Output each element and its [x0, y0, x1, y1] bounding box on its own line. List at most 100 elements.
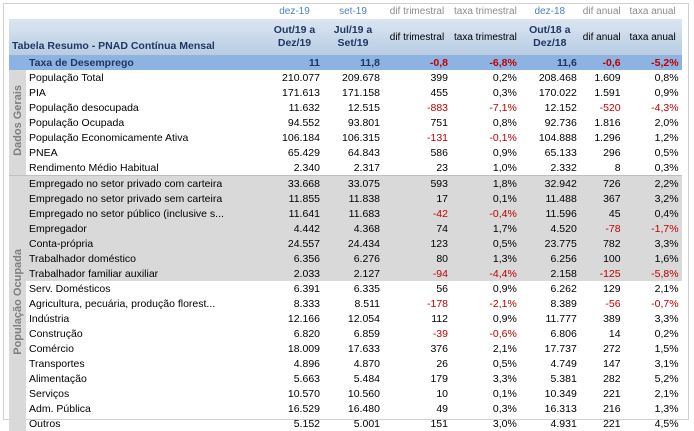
group-label-cell: Dados Gerais	[9, 70, 26, 176]
cell: -131	[383, 130, 451, 145]
column-header: dif trimestral	[383, 19, 451, 56]
cell: 3,3%	[624, 236, 682, 251]
data-row: Agricultura, pecuária, produção florest.…	[9, 296, 682, 311]
cell: 6.256	[520, 251, 580, 266]
cell: 74	[383, 221, 451, 236]
column-header: dif anual	[580, 19, 624, 56]
row-label: Taxa de Desemprego	[26, 56, 266, 71]
cell: 147	[580, 356, 624, 371]
cell: -5,2%	[624, 56, 682, 71]
row-label: Transportes	[26, 356, 266, 371]
period-label: dez-18	[520, 5, 580, 19]
group-label: Dados Gerais	[11, 85, 25, 156]
cell: 100	[580, 251, 624, 266]
cell: 2.340	[266, 160, 323, 176]
cell: 24.557	[266, 236, 323, 251]
cell: 1.609	[580, 70, 624, 85]
cell: 23.775	[520, 236, 580, 251]
cell: 208.468	[520, 70, 580, 85]
cell: -6,8%	[451, 56, 520, 71]
cell: 11.488	[520, 191, 580, 206]
cell: 593	[383, 176, 451, 192]
cell: 0,8%	[451, 115, 520, 130]
cell: 17	[383, 191, 451, 206]
cell: 32.942	[520, 176, 580, 192]
cell: 45	[580, 206, 624, 221]
cell: 129	[580, 281, 624, 296]
cell: 4.749	[520, 356, 580, 371]
table-title: Tabela Resumo - PNAD Contínua Mensal	[9, 19, 266, 56]
cell: 0,4%	[624, 206, 682, 221]
cell: 16.480	[323, 401, 383, 416]
column-header: Out/19 a Dez/19	[266, 19, 323, 56]
cell: 4.931	[520, 416, 580, 431]
cell: 1,3%	[624, 401, 682, 416]
cell: 11.641	[266, 206, 323, 221]
cell: -0,1%	[451, 130, 520, 145]
cell: 3,3%	[451, 371, 520, 386]
cell: 24.434	[323, 236, 383, 251]
cell: 171.613	[266, 85, 323, 100]
cell: 1,3%	[451, 251, 520, 266]
cell: -39	[383, 326, 451, 341]
cell: 0,3%	[451, 401, 520, 416]
cell: 2.158	[520, 266, 580, 281]
cell: 1.296	[580, 130, 624, 145]
cell: 5.663	[266, 371, 323, 386]
cell: 0,3%	[451, 85, 520, 100]
row-label: Construção	[26, 326, 266, 341]
cell: 0,9%	[451, 311, 520, 326]
cell: 179	[383, 371, 451, 386]
cell: -42	[383, 206, 451, 221]
period-label: set-19	[323, 5, 383, 19]
cell: 104.888	[520, 130, 580, 145]
cell: 782	[580, 236, 624, 251]
cell: 16.313	[520, 401, 580, 416]
cell: 0,9%	[624, 85, 682, 100]
cell: -0,7%	[624, 296, 682, 311]
cell: -0,4%	[451, 206, 520, 221]
row-label: Comércio	[26, 341, 266, 356]
cell: 5.484	[323, 371, 383, 386]
cell: 6.262	[520, 281, 580, 296]
cell: 6.859	[323, 326, 383, 341]
cell: 209.678	[323, 70, 383, 85]
cell: 8.333	[266, 296, 323, 311]
cell: 0,2%	[451, 70, 520, 85]
cell: 4,5%	[624, 416, 682, 431]
row-label: PNEA	[26, 145, 266, 160]
row-label: Trabalhador doméstico	[26, 251, 266, 266]
cell: 2,1%	[624, 281, 682, 296]
period-label: taxa trimestral	[451, 5, 520, 19]
cell: 389	[580, 311, 624, 326]
cell: 2,1%	[451, 341, 520, 356]
cell: 1.816	[580, 115, 624, 130]
cell: 2,1%	[624, 386, 682, 401]
cell: 1.591	[580, 85, 624, 100]
cell: 94.552	[266, 115, 323, 130]
cell: 0,9%	[451, 145, 520, 160]
cell: -7,1%	[451, 100, 520, 115]
column-header: taxa anual	[624, 19, 682, 56]
row-label: Empregador	[26, 221, 266, 236]
cell: -5,8%	[624, 266, 682, 281]
period-label: taxa anual	[624, 5, 682, 19]
cell: 6.335	[323, 281, 383, 296]
row-label: Outros	[26, 416, 266, 431]
row-label: Empregado no setor privado com carteira	[26, 176, 266, 192]
row-label: Empregado no setor público (inclusive s.…	[26, 206, 266, 221]
row-label: Serv. Domésticos	[26, 281, 266, 296]
cell: 1,5%	[624, 341, 682, 356]
cell: -2,1%	[451, 296, 520, 311]
cell: 11,6	[520, 56, 580, 71]
period-label: dif trimestral	[383, 5, 451, 19]
cell: 5.001	[323, 416, 383, 431]
